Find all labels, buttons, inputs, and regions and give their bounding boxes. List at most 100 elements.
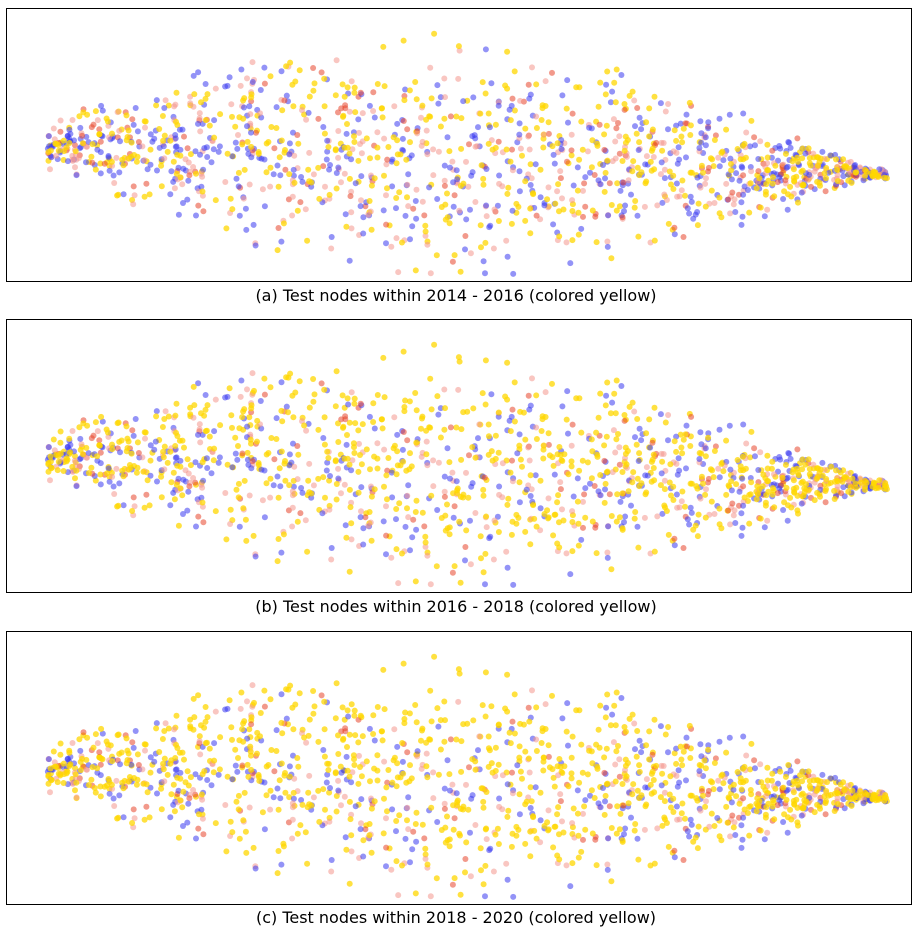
scatter-point-b — [831, 487, 838, 494]
scatter-point-c — [874, 795, 881, 802]
scatter-point-a — [156, 144, 163, 151]
scatter-point-c — [622, 756, 629, 763]
scatter-point-c — [617, 810, 624, 817]
scatter-point-c — [647, 862, 654, 869]
scatter-point-b — [435, 411, 442, 418]
scatter-point-a — [568, 131, 575, 138]
scatter-point-a — [80, 109, 87, 116]
scatter-point-b — [605, 523, 612, 530]
scatter-point-c — [509, 790, 516, 797]
scatter-point-c — [504, 876, 511, 883]
scatter-point-c — [819, 771, 826, 778]
scatter-point-b — [847, 484, 854, 491]
scatter-point-c — [578, 741, 585, 748]
scatter-point-a — [533, 212, 540, 219]
scatter-point-a — [101, 160, 108, 167]
scatter-point-a — [456, 207, 463, 214]
scatter-point-a — [406, 87, 413, 94]
scatter-point-a — [451, 252, 458, 259]
scatter-point-b — [412, 390, 419, 396]
scatter-point-b — [597, 492, 604, 499]
scatter-point-a — [421, 212, 428, 219]
scatter-point-b — [320, 435, 327, 441]
scatter-point-a — [580, 187, 586, 194]
scatter-point-b — [727, 521, 734, 528]
scatter-point-a — [643, 178, 650, 185]
scatter-point-c — [199, 815, 206, 822]
scatter-point-b — [244, 449, 251, 456]
scatter-point-c — [551, 783, 558, 790]
scatter-point-b — [394, 431, 401, 438]
scatter-point-a — [315, 115, 322, 122]
scatter-point-a — [490, 245, 497, 252]
scatter-point-a — [191, 91, 198, 98]
scatter-point-a — [727, 155, 734, 162]
scatter-point-c — [667, 773, 674, 780]
scatter-point-b — [328, 545, 335, 551]
scatter-point-a — [404, 194, 410, 201]
scatter-point-c — [335, 777, 342, 784]
scatter-point-b — [516, 442, 523, 449]
scatter-point-a — [588, 164, 595, 171]
scatter-point-b — [478, 555, 484, 562]
scatter-point-b — [783, 484, 790, 491]
scatter-point-a — [649, 126, 656, 133]
scatter-point-c — [256, 777, 263, 784]
scatter-point-b — [285, 409, 291, 416]
scatter-point-b — [374, 392, 381, 398]
scatter-point-b — [709, 467, 716, 474]
scatter-point-b — [574, 475, 581, 482]
scatter-point-c — [815, 785, 821, 792]
scatter-point-a — [682, 192, 688, 199]
scatter-point-b — [453, 424, 460, 431]
scatter-point-a — [195, 202, 202, 209]
scatter-point-b — [564, 388, 571, 395]
scatter-point-a — [614, 180, 621, 187]
scatter-point-c — [280, 843, 287, 850]
scatter-point-a — [488, 80, 495, 87]
scatter-point-c — [676, 779, 683, 786]
caption-c: (c) Test nodes within 2018 - 2020 (color… — [255, 908, 657, 927]
scatter-point-b — [467, 561, 474, 568]
scatter-point-a — [679, 177, 686, 184]
scatter-point-c — [487, 845, 494, 852]
scatter-point-b — [529, 375, 535, 382]
scatter-point-c — [499, 772, 506, 779]
scatter-point-b — [352, 420, 359, 427]
scatter-point-b — [684, 516, 691, 523]
scatter-point-a — [748, 168, 755, 175]
scatter-point-a — [310, 171, 317, 178]
scatter-point-b — [696, 456, 703, 462]
scatter-point-c — [257, 733, 263, 740]
scatter-point-b — [301, 422, 308, 429]
scatter-point-c — [522, 748, 529, 755]
scatter-point-c — [289, 835, 296, 842]
scatter-point-c — [278, 719, 285, 726]
scatter-point-a — [125, 127, 132, 134]
scatter-point-b — [396, 500, 403, 507]
scatter-point-a — [776, 174, 783, 181]
scatter-point-c — [798, 812, 805, 819]
scatter-point-c — [434, 819, 441, 825]
scatter-point-c — [444, 813, 450, 820]
scatter-point-c — [516, 811, 523, 818]
scatter-point-c — [223, 848, 230, 855]
scatter-point-b — [679, 450, 686, 457]
scatter-point-c — [97, 783, 104, 790]
scatter-point-a — [582, 203, 589, 210]
scatter-point-b — [711, 448, 718, 454]
scatter-point-b — [401, 408, 408, 415]
scatter-point-b — [45, 460, 52, 466]
scatter-point-b — [57, 439, 64, 446]
scatter-point-a — [677, 120, 684, 127]
scatter-point-b — [569, 519, 576, 525]
scatter-point-b — [358, 461, 365, 468]
scatter-point-b — [741, 494, 748, 501]
scatter-point-b — [123, 448, 130, 455]
scatter-point-a — [794, 158, 801, 165]
scatter-point-a — [472, 135, 479, 142]
scatter-point-c — [128, 761, 135, 768]
scatter-point-c — [822, 800, 829, 806]
scatter-point-c — [586, 747, 593, 754]
scatter-point-b — [302, 517, 309, 524]
